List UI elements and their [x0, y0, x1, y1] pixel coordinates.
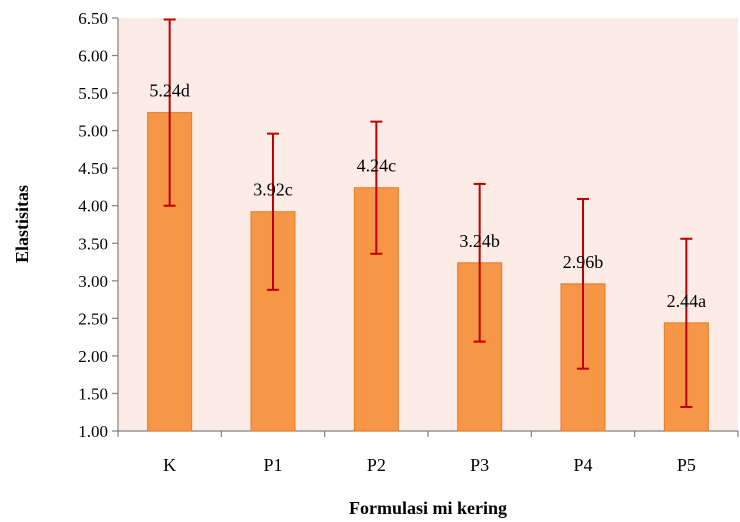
- y-tick-label: 6.50: [78, 9, 108, 28]
- data-label: 2.44a: [667, 291, 707, 311]
- error-bars: [163, 18, 693, 408]
- x-tick-label: K: [163, 455, 176, 475]
- y-tick-label: 4.00: [78, 197, 108, 216]
- x-tick-label: P1: [263, 455, 282, 475]
- y-tick-label: 2.50: [78, 309, 108, 328]
- bar: [147, 112, 193, 432]
- y-tick-label: 5.50: [78, 84, 108, 103]
- data-label: 3.24b: [459, 231, 500, 251]
- data-labels: 5.24d 3.92c 4.24c 3.24b 2.96b 2.44a: [149, 81, 706, 311]
- y-tick-label: 1.50: [78, 384, 108, 403]
- y-tick-label: 6.00: [78, 47, 108, 66]
- x-tick-label: P2: [367, 455, 386, 475]
- data-label: 2.96b: [563, 252, 604, 272]
- data-label: 3.92c: [253, 180, 293, 200]
- x-tick-label: P5: [677, 455, 696, 475]
- y-tick-label: 3.50: [78, 234, 108, 253]
- x-axis-title: Formulasi mi kering: [349, 498, 507, 518]
- y-tick-label: 4.50: [78, 159, 108, 178]
- y-tick-label: 1.00: [78, 422, 108, 441]
- y-tick-label: 5.00: [78, 122, 108, 141]
- x-tick-label: P3: [470, 455, 489, 475]
- data-label: 5.24d: [149, 81, 190, 101]
- y-tick-label: 2.00: [78, 347, 108, 366]
- tick-labels: 1.00 1.50 2.00 2.50 3.00 3.50 4.00 4.50 5.00 5.50…: [78, 9, 696, 475]
- y-axis-title: Elastisitas: [12, 185, 32, 263]
- bars: [147, 112, 709, 432]
- x-tick-label: P4: [573, 455, 592, 475]
- y-tick-label: 3.00: [78, 272, 108, 291]
- axes: [112, 17, 739, 437]
- plot-area: [118, 18, 738, 431]
- data-label: 4.24c: [357, 156, 397, 176]
